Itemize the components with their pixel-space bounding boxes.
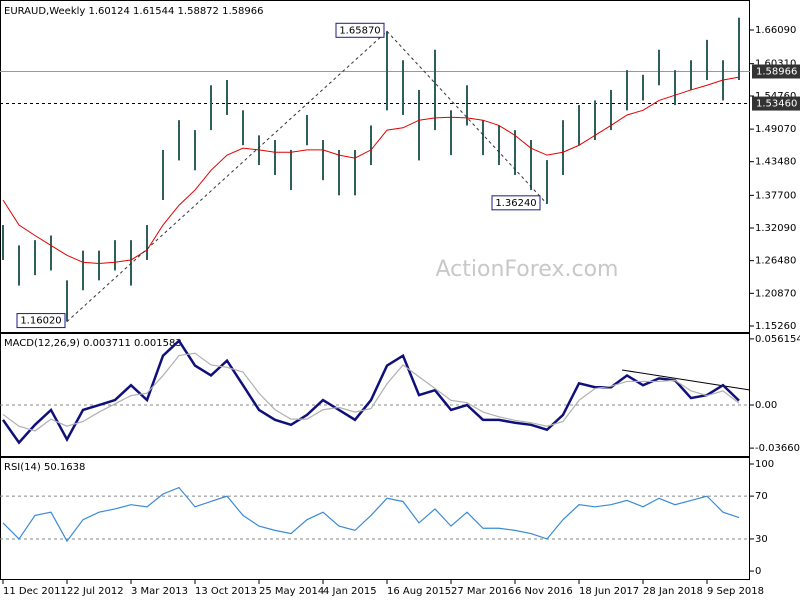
- y-tick-label: 1.49070: [755, 124, 796, 135]
- y-tick-label: 0: [755, 566, 761, 577]
- indicator-line: [2, 352, 740, 432]
- y-tick-label: 1.26480: [755, 256, 796, 267]
- y-tick-label: -0.036601: [755, 443, 800, 454]
- x-tick-label: 27 Mar 2016: [451, 586, 514, 597]
- price-label: 1.58966: [756, 66, 797, 77]
- annotation-label: 1.65870: [339, 25, 380, 36]
- rsi-panel: [0, 457, 750, 580]
- y-tick-label: 1.37700: [755, 190, 796, 201]
- price-panel: [0, 0, 750, 333]
- y-tick-label: 1.54760: [755, 91, 796, 102]
- panel-title: MACD(12,26,9) 0.003711 0.001583: [4, 338, 182, 349]
- price-label-box: [752, 64, 800, 79]
- y-tick-label: 0.056154: [755, 334, 800, 345]
- macd-panel: [0, 333, 750, 457]
- annotation-box: [335, 22, 385, 38]
- indicator-line: [2, 486, 740, 543]
- annotation-label: 1.36240: [495, 198, 536, 209]
- x-tick-label: 18 Jun 2017: [579, 586, 639, 597]
- y-tick-label: 1.15260: [755, 321, 796, 332]
- y-tick-label: 1.20870: [755, 288, 796, 299]
- x-tick-label: 16 Aug 2015: [387, 586, 451, 597]
- y-tick-label: 30: [755, 534, 768, 545]
- trend-line: [621, 369, 751, 391]
- x-tick-label: 25 May 2014: [259, 586, 324, 597]
- annotation-label: 1.16020: [20, 316, 61, 327]
- price-label: 1.53460: [756, 99, 797, 110]
- annotation-box: [491, 195, 541, 211]
- x-tick-label: 9 Sep 2018: [707, 586, 764, 597]
- y-tick-label: 1.60310: [755, 59, 796, 70]
- annotation-zigzag: [66, 30, 548, 322]
- x-tick-label: 11 Dec 2011: [3, 586, 67, 597]
- x-tick-label: 4 Jan 2015: [323, 586, 377, 597]
- moving-average: [2, 76, 740, 264]
- x-tick-label: 13 Oct 2013: [195, 586, 257, 597]
- x-tick-label: 3 Mar 2013: [131, 586, 188, 597]
- y-tick-label: 100: [755, 459, 774, 470]
- panel-title: RSI(14) 50.1638: [4, 462, 85, 473]
- panel-title: EURAUD,Weekly 1.60124 1.61544 1.58872 1.…: [4, 6, 263, 17]
- watermark: ActionForex.com: [436, 257, 619, 282]
- y-tick-label: 1.43480: [755, 157, 796, 168]
- y-tick-label: 1.32090: [755, 223, 796, 234]
- x-tick-label: 28 Jan 2018: [643, 586, 703, 597]
- annotation-box: [16, 313, 66, 329]
- y-tick-label: 70: [755, 491, 768, 502]
- x-tick-label: 6 Nov 2016: [515, 586, 573, 597]
- price-label-box: [752, 96, 800, 111]
- x-tick-label: 22 Jul 2012: [67, 586, 124, 597]
- y-tick-label: 0.00: [755, 400, 777, 411]
- y-tick-label: 1.66090: [755, 25, 796, 36]
- indicator-line: [1, 338, 740, 445]
